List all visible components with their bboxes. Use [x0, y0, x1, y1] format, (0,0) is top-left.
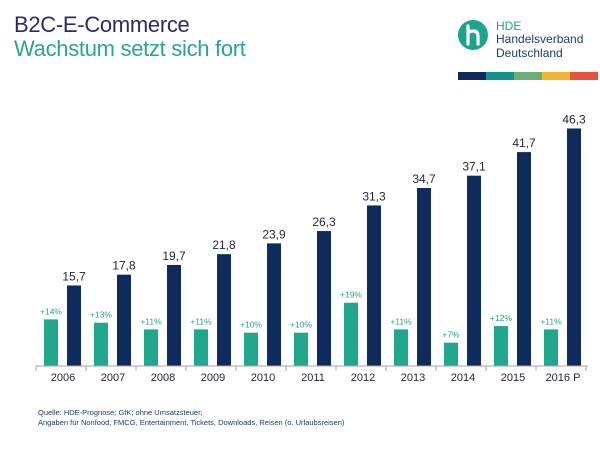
revenue-bar	[417, 187, 431, 366]
revenue-bar	[317, 231, 331, 366]
revenue-bar	[267, 243, 281, 366]
revenue-bar	[117, 274, 131, 366]
logo-text-deutschland: Deutschland	[496, 46, 563, 60]
revenue-label: 21,8	[212, 238, 236, 252]
chart-subtitle: Wachstum setzt sich fort	[14, 36, 246, 61]
source-line-2: Angaben für Nonfood, FMCG, Entertainment…	[38, 418, 345, 427]
growth-bar	[144, 329, 158, 366]
revenue-label: 41,7	[512, 136, 536, 150]
growth-label: +13%	[90, 310, 112, 320]
revenue-label: 17,8	[112, 259, 136, 273]
revenue-label: 26,3	[312, 215, 336, 229]
source-line-1: Quelle: HDE-Prognose; GfK; ohne Umsatzst…	[38, 408, 203, 417]
revenue-label: 37,1	[462, 160, 486, 174]
growth-label: +12%	[490, 313, 512, 323]
x-axis-label: 2012	[351, 372, 375, 384]
logo-stripe-segment	[458, 72, 486, 80]
revenue-bar	[517, 152, 531, 366]
x-axis-label: 2013	[401, 372, 425, 384]
growth-bar	[544, 329, 558, 366]
revenue-bar	[467, 175, 481, 366]
growth-bar	[294, 332, 308, 366]
growth-label: +19%	[340, 290, 362, 300]
x-axis-label: 2011	[301, 372, 325, 384]
growth-label: +10%	[240, 320, 262, 330]
growth-bar	[44, 319, 58, 366]
logo-h-glyph	[466, 24, 480, 46]
x-axis-label: 2010	[251, 372, 275, 384]
revenue-label: 34,7	[412, 172, 436, 186]
logo-text-hde: HDE	[496, 19, 522, 33]
x-axis-label: 2014	[451, 372, 475, 384]
revenue-label: 15,7	[62, 269, 86, 283]
hde-h-logo-icon	[458, 20, 488, 50]
revenue-label: 23,9	[262, 227, 286, 241]
growth-label: +10%	[290, 320, 312, 330]
growth-bar	[244, 332, 258, 366]
hde-logo: HDE Handelsverband Deutschland	[456, 18, 596, 88]
logo-text-handelsverband: Handelsverband	[496, 32, 584, 46]
logo-stripe-segment	[486, 72, 514, 80]
x-axis-label: 2008	[151, 372, 175, 384]
x-axis-label: 2006	[51, 372, 75, 384]
growth-label: +11%	[390, 316, 412, 326]
growth-bar	[494, 326, 508, 366]
source-note: Quelle: HDE-Prognose; GfK; ohne Umsatzst…	[38, 408, 344, 428]
revenue-label: 46,3	[562, 112, 586, 126]
growth-label: +7%	[442, 330, 460, 340]
revenue-bar	[67, 285, 81, 366]
revenue-label: 31,3	[362, 189, 386, 203]
growth-bar	[344, 302, 358, 366]
chart-title: B2C-E-Commerce	[14, 12, 190, 37]
logo-stripe-segment	[542, 72, 570, 80]
x-axis-label: 2009	[201, 372, 225, 384]
revenue-bar	[217, 254, 231, 366]
growth-label: +14%	[40, 306, 62, 316]
growth-bar	[444, 342, 458, 366]
x-axis-label: 2007	[101, 372, 125, 384]
logo-stripe-segment	[570, 72, 598, 80]
growth-bar	[94, 322, 108, 366]
growth-label: +11%	[140, 316, 162, 326]
growth-label: +11%	[190, 316, 212, 326]
x-axis-label: 2016 P	[546, 372, 581, 384]
revenue-bar	[367, 205, 381, 366]
growth-label: +11%	[540, 316, 562, 326]
revenue-bar	[567, 128, 581, 366]
x-axis-label: 2015	[501, 372, 525, 384]
revenue-bar	[167, 264, 181, 366]
revenue-label: 19,7	[162, 249, 186, 263]
logo-stripe-segment	[514, 72, 542, 80]
growth-bar	[394, 329, 408, 366]
growth-bar	[194, 329, 208, 366]
